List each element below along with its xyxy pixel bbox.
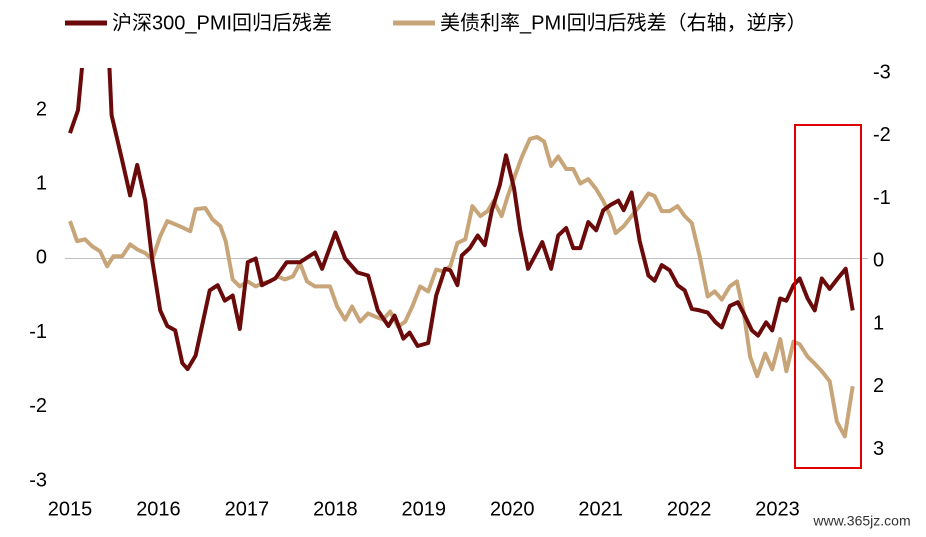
legend-label: 美债利率_PMI回归后残差（右轴，逆序）: [440, 11, 807, 34]
x-tick-label: 2016: [136, 498, 181, 520]
y2-tick-label: 2: [873, 375, 884, 397]
y-tick-label: 2: [36, 98, 47, 120]
y-tick-label: -2: [29, 395, 47, 417]
watermark: www.365jz.com: [812, 513, 910, 529]
watermark-bg: [800, 510, 926, 535]
x-tick-label: 2022: [667, 498, 712, 520]
x-tick-label: 2021: [578, 498, 623, 520]
x-tick-label: 2017: [225, 498, 270, 520]
y2-tick-label: 1: [873, 312, 884, 334]
series-line: [68, 68, 855, 371]
y-tick-label: 0: [36, 247, 47, 269]
x-tick-label: 2019: [402, 498, 447, 520]
y-tick-label: 1: [36, 173, 47, 195]
y2-tick-label: -3: [873, 61, 891, 83]
legend-label: 沪深300_PMI回归后残差: [112, 11, 332, 34]
y2-tick-label: 3: [873, 438, 884, 460]
highlight-box: [794, 124, 862, 469]
y-tick-label: -3: [29, 469, 47, 491]
series-line: [68, 135, 855, 439]
x-tick-label: 2018: [313, 498, 358, 520]
x-tick-label: 2015: [48, 498, 93, 520]
y2-tick-label: -2: [873, 124, 891, 146]
x-tick-label: 2020: [490, 498, 535, 520]
x-tick-label: 2023: [755, 498, 800, 520]
y2-tick-label: 0: [873, 250, 884, 272]
y-tick-label: -1: [29, 321, 47, 343]
y2-tick-label: -1: [873, 187, 891, 209]
